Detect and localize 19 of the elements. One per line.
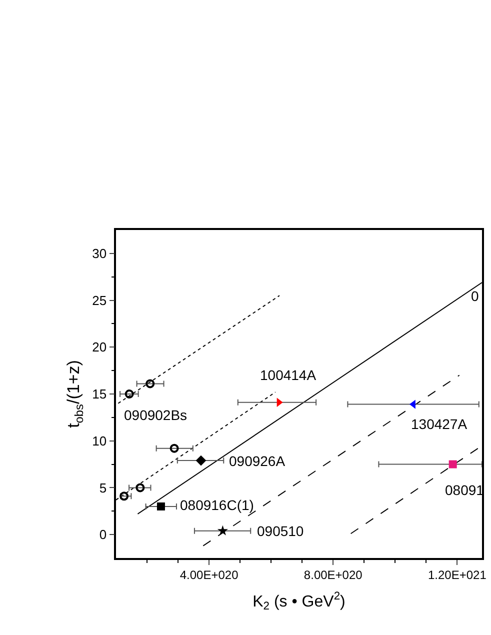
annotation: 0 bbox=[471, 288, 479, 304]
y-tick-label: 0 bbox=[99, 527, 107, 542]
y-tick-label: 5 bbox=[99, 480, 107, 496]
annotation: 08091 bbox=[445, 482, 484, 498]
annotation: 090902Bs bbox=[124, 407, 188, 423]
y-tick-label: 25 bbox=[92, 292, 107, 308]
annotation: 090510 bbox=[257, 523, 304, 539]
y-tick-label: 15 bbox=[92, 386, 107, 402]
annotation: 080916C(1) bbox=[180, 497, 254, 513]
x-tick-label: 1.20E+021 bbox=[428, 568, 487, 582]
x-tick-label: 4.00E+020 bbox=[180, 568, 239, 582]
y-tick-label: 30 bbox=[92, 246, 107, 261]
y-tick-label: 10 bbox=[92, 433, 107, 448]
x-tick-label: 8.00E+020 bbox=[304, 568, 363, 582]
y-tick-label: 20 bbox=[92, 340, 107, 355]
annotation: 100414A bbox=[260, 367, 317, 383]
x-axis-title: K$_{2}$ (s • GeV$^{2}$) bbox=[252, 590, 346, 613]
annotation: 130427A bbox=[411, 416, 468, 432]
annotation: 090926A bbox=[229, 453, 286, 469]
